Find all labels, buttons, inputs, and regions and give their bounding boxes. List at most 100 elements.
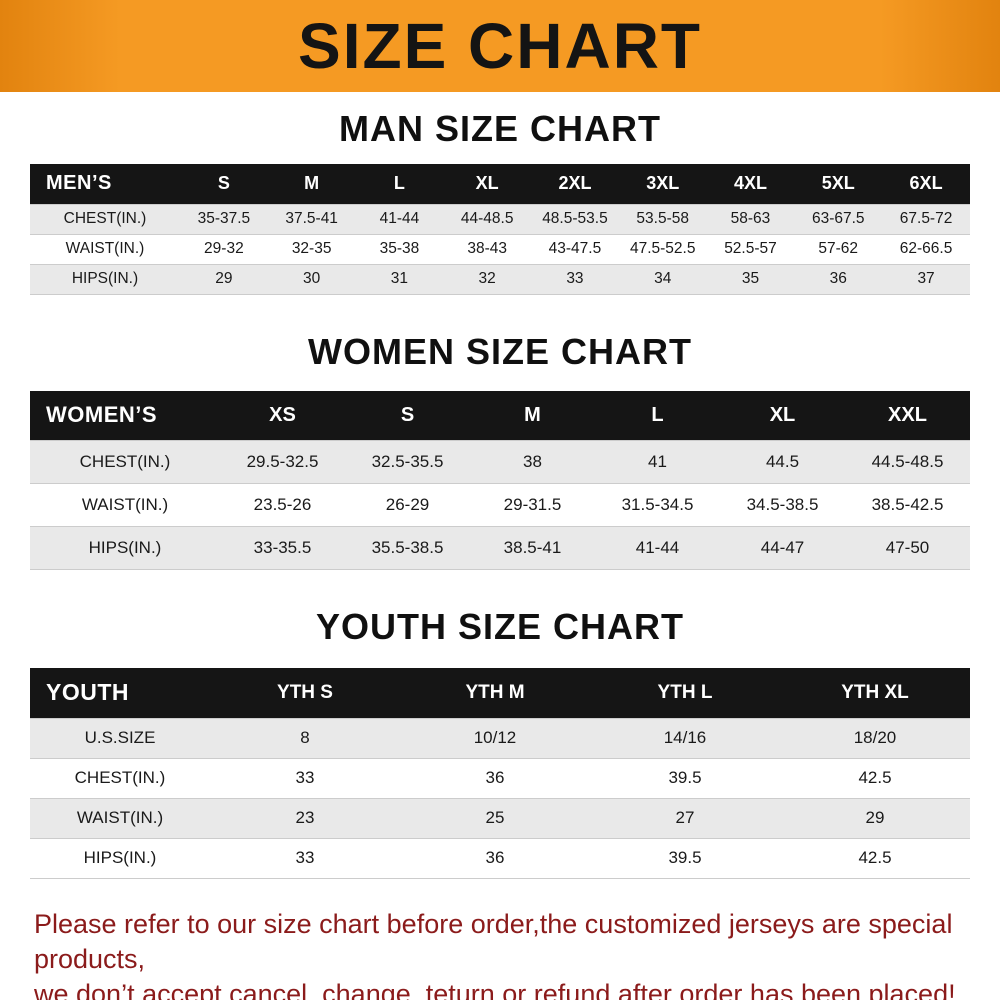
value-cell: 39.5 [590,837,780,879]
value-cell: 47.5-52.5 [618,233,707,265]
value-cell: 42.5 [780,757,970,799]
measurement-row: HIPS(IN.) 33 36 39.5 42.5 [30,837,970,879]
value-cell: 34 [618,263,707,295]
size-header-cell: 5XL [794,164,883,204]
size-header-cell: 4XL [706,164,795,204]
value-cell: 48.5-53.5 [531,203,619,235]
youth-size-table: YOUTH YTH S YTH M YTH L YTH XL U.S.SIZE 8 10/1… [30,668,970,879]
size-header-cell: YTH M [400,668,590,718]
value-cell: 33 [531,263,619,295]
value-cell: 44.5 [720,440,845,484]
size-header-cell: XS [220,390,345,441]
men-table-header: MEN’S S M L XL 2XL 3XL 4XL 5XL 6XL [30,164,970,204]
measurement-row: CHEST(IN.) 29.5-32.5 32.5-35.5 38 41 44.5 44.5… [30,440,970,484]
value-cell: 31 [355,263,444,295]
size-header-cell: M [470,390,595,441]
size-header-cell: S [180,164,268,204]
row-label: WAIST(IN.) [30,797,210,839]
value-cell: 29.5-32.5 [220,440,345,484]
footer-note: Please refer to our size chart before or… [34,907,1000,1000]
size-header-cell: 2XL [531,164,619,204]
value-cell: 33-35.5 [220,526,345,570]
measurement-row: HIPS(IN.) 29 30 31 32 33 34 35 36 37 [30,263,970,295]
value-cell: 26-29 [345,483,470,527]
header-row: WOMEN’S XS S M L XL XXL [30,390,970,441]
women-size-section: WOMEN SIZE CHART WOMEN’S XS S M L XL XXL CHEST… [0,331,1000,570]
header-row: YOUTH YTH S YTH M YTH L YTH XL [30,668,970,718]
header-row: MEN’S S M L XL 2XL 3XL 4XL 5XL 6XL [30,164,970,204]
value-cell: 29 [780,797,970,839]
value-cell: 53.5-58 [618,203,707,235]
size-header-cell: 6XL [882,164,970,204]
value-cell: 44.5-48.5 [845,440,970,484]
men-size-table: MEN’S S M L XL 2XL 3XL 4XL 5XL 6XL CHEST(IN.) 35-3… [30,164,970,295]
row-label: CHEST(IN.) [30,440,220,484]
men-size-section: MAN SIZE CHART MEN’S S M L XL 2XL 3XL 4XL 5XL 6XL… [0,108,1000,295]
value-cell: 58-63 [706,203,795,235]
value-cell: 41 [595,440,720,484]
row-label: HIPS(IN.) [30,526,220,570]
men-table-body: CHEST(IN.) 35-37.5 37.5-41 41-44 44-48.5 48.5… [30,203,970,295]
size-header-cell: L [595,390,720,441]
value-cell: 37 [882,263,970,295]
value-cell: 41-44 [355,203,444,235]
value-cell: 33 [210,757,400,799]
measurement-row: CHEST(IN.) 33 36 39.5 42.5 [30,757,970,799]
women-size-table: WOMEN’S XS S M L XL XXL CHEST(IN.) 29.5-32.5 32.… [30,390,970,570]
value-cell: 29-31.5 [470,483,595,527]
value-cell: 8 [210,717,400,759]
value-cell: 31.5-34.5 [595,483,720,527]
women-table-header: WOMEN’S XS S M L XL XXL [30,390,970,441]
page-title: SIZE CHART [298,10,702,82]
size-header-cell: M [267,164,356,204]
men-section-heading: MAN SIZE CHART [339,108,661,149]
value-cell: 23 [210,797,400,839]
value-cell: 29-32 [180,233,268,265]
value-cell: 52.5-57 [706,233,795,265]
size-header-cell: S [345,390,470,441]
value-cell: 27 [590,797,780,839]
table-title-cell: YOUTH [30,668,210,718]
value-cell: 43-47.5 [531,233,619,265]
value-cell: 63-67.5 [794,203,883,235]
value-cell: 35.5-38.5 [345,526,470,570]
value-cell: 39.5 [590,757,780,799]
footer-line-1: Please refer to our size chart before or… [34,908,953,974]
value-cell: 35-38 [355,233,444,265]
youth-size-section: YOUTH SIZE CHART YOUTH YTH S YTH M YTH L YTH… [0,606,1000,879]
value-cell: 37.5-41 [267,203,356,235]
youth-section-heading: YOUTH SIZE CHART [315,606,684,647]
value-cell: 35-37.5 [180,203,268,235]
youth-table-body: U.S.SIZE 8 10/12 14/16 18/20 CHEST(IN.) 33 36 39… [30,717,970,879]
size-header-cell: XL [443,164,532,204]
row-label: CHEST(IN.) [30,757,210,799]
value-cell: 42.5 [780,837,970,879]
size-header-cell: L [355,164,444,204]
row-label: HIPS(IN.) [30,837,210,879]
value-cell: 18/20 [780,717,970,759]
value-cell: 10/12 [400,717,590,759]
value-cell: 14/16 [590,717,780,759]
value-cell: 33 [210,837,400,879]
youth-table-header: YOUTH YTH S YTH M YTH L YTH XL [30,668,970,718]
size-header-cell: YTH S [210,668,400,718]
value-cell: 38 [470,440,595,484]
value-cell: 36 [400,757,590,799]
size-header-cell: XXL [845,390,970,441]
value-cell: 29 [180,263,268,295]
value-cell: 30 [267,263,356,295]
value-cell: 35 [706,263,795,295]
banner: SIZE CHART [0,0,1000,92]
measurement-row: CHEST(IN.) 35-37.5 37.5-41 41-44 44-48.5 48.5… [30,203,970,235]
row-label: U.S.SIZE [30,717,210,759]
value-cell: 38-43 [443,233,532,265]
value-cell: 38.5-41 [470,526,595,570]
measurement-row: WAIST(IN.) 23.5-26 26-29 29-31.5 31.5-34.5 34… [30,483,970,527]
row-label: WAIST(IN.) [30,483,220,527]
table-title-cell: WOMEN’S [30,390,220,441]
value-cell: 32 [443,263,532,295]
value-cell: 34.5-38.5 [720,483,845,527]
value-cell: 44-47 [720,526,845,570]
measurement-row: U.S.SIZE 8 10/12 14/16 18/20 [30,717,970,759]
size-header-cell: 3XL [618,164,707,204]
